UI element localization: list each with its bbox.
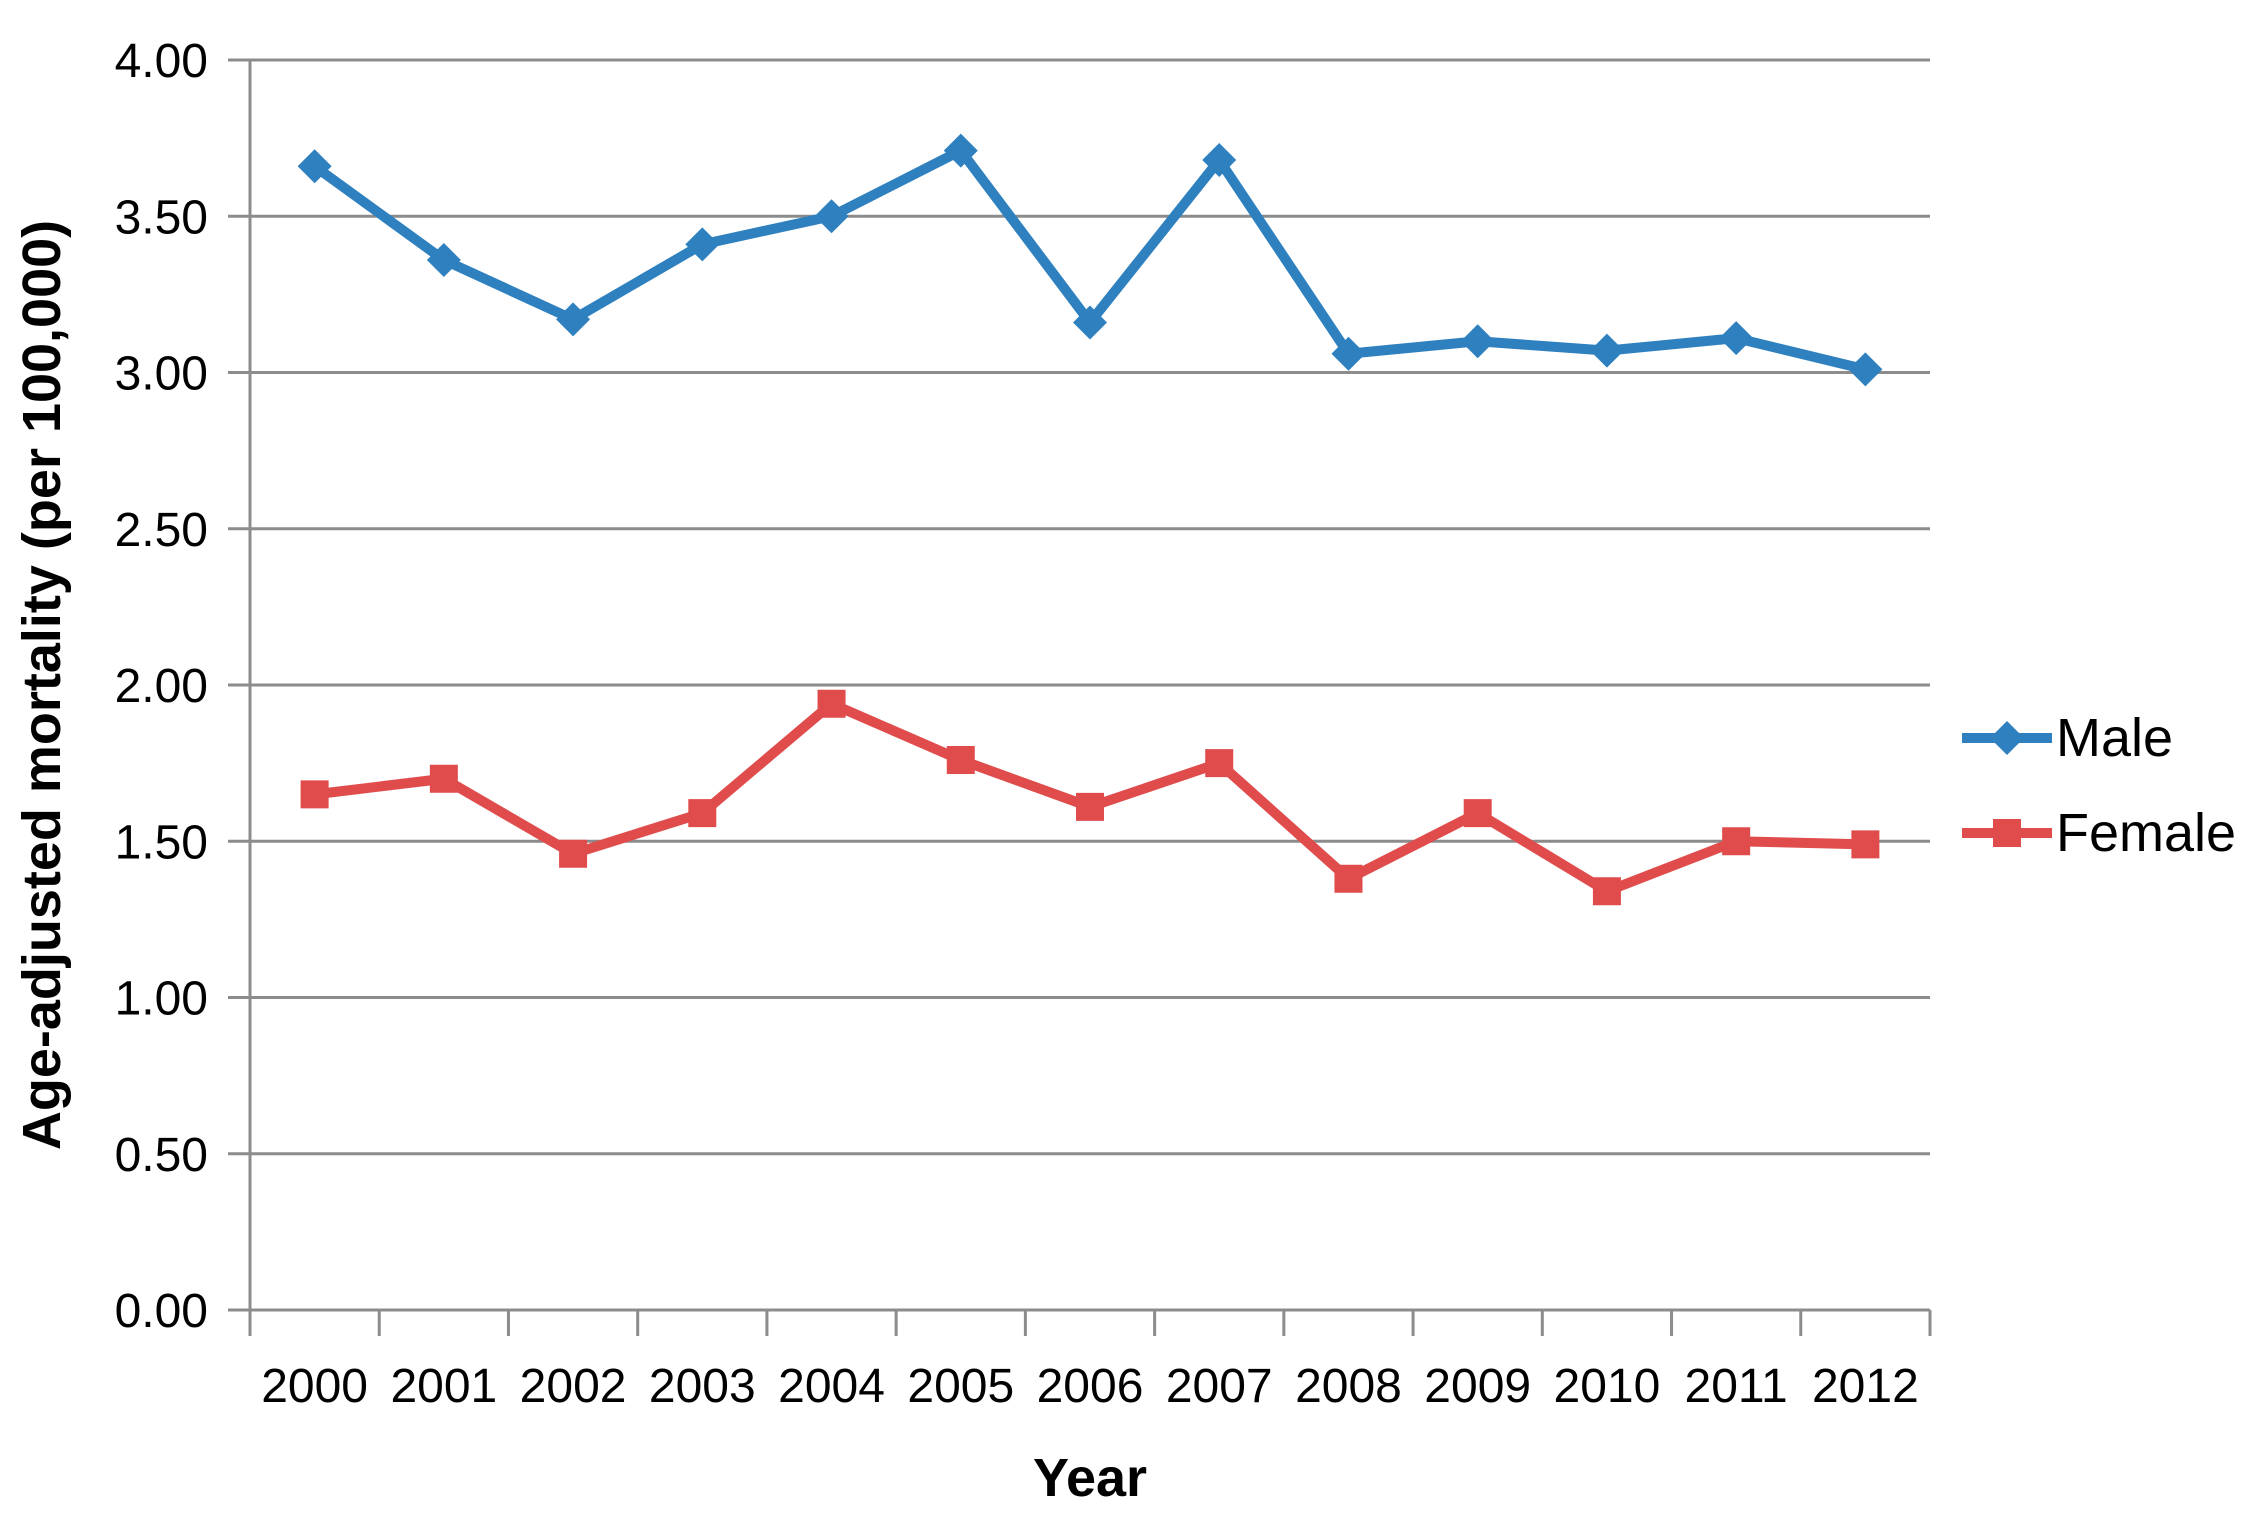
x-tick-label-2012: 2012 [1812,1360,1919,1413]
series-marker-male-2005 [943,133,978,168]
x-tick-label-2003: 2003 [649,1360,756,1413]
x-tick-label-2007: 2007 [1166,1360,1273,1413]
series-marker-male-2004 [814,199,849,234]
y-tick-label: 0.00 [115,1285,208,1338]
female-series-swatch-icon [1962,818,2052,847]
series-marker-female-2009 [1463,799,1492,828]
series-marker-male-2003 [685,227,720,262]
x-tick-label-2000: 2000 [261,1360,368,1413]
series-marker-male-2001 [426,243,461,277]
legend-label-female: Female [2056,802,2237,863]
x-axis-title: Year [1032,1448,1148,1508]
series-marker-female-2002 [559,839,588,868]
x-tick-label-2010: 2010 [1554,1360,1661,1413]
x-tick-label-2008: 2008 [1295,1360,1402,1413]
x-tick-label-2001: 2001 [390,1360,497,1413]
x-tick-label-2011: 2011 [1685,1360,1788,1413]
series-marker-male-2012 [1848,352,1883,387]
y-tick-label: 4.00 [115,35,208,88]
x-tick-label-2004: 2004 [778,1360,885,1413]
series-marker-male-2007 [1202,143,1237,177]
series-marker-female-2005 [946,746,975,774]
series-marker-female-2007 [1205,749,1234,778]
y-tick-label: 2.50 [115,504,208,557]
series-marker-male-2010 [1589,333,1624,368]
y-tick-label: 3.00 [115,348,208,401]
series-marker-female-2012 [1851,830,1880,859]
series-marker-female-2010 [1592,877,1621,906]
x-tick-label-2009: 2009 [1424,1360,1531,1413]
y-axis-title: Age-adjusted mortality (per 100,000) [12,219,72,1151]
series-marker-male-2002 [556,302,591,337]
series-marker-male-2006 [1073,305,1107,340]
x-tick-label-2005: 2005 [907,1360,1014,1413]
y-tick-label: 2.00 [115,660,208,713]
series-marker-male-2008 [1331,336,1366,371]
legend-item-male: Male [1962,690,2236,785]
series-marker-male-2011 [1719,321,1754,356]
series-marker-female-2000 [300,780,329,809]
y-tick-label: 0.50 [115,1129,208,1182]
legend-label-male: Male [2056,707,2174,768]
x-tick-label-2006: 2006 [1037,1360,1144,1413]
series-marker-female-2001 [429,764,458,793]
series-marker-female-2006 [1076,792,1104,821]
x-tick-label-2002: 2002 [520,1360,627,1413]
series-marker-female-2004 [817,689,846,718]
male-series-swatch-icon [1962,720,2052,755]
legend: Male Female [1962,690,2236,880]
series-marker-female-2003 [688,799,717,828]
series-marker-male-2000 [297,149,332,184]
series-marker-male-2009 [1460,324,1495,359]
y-tick-label: 1.00 [115,973,208,1026]
series-marker-female-2011 [1722,827,1751,856]
series-marker-female-2008 [1334,864,1363,893]
y-tick-label: 1.50 [115,816,208,869]
legend-item-female: Female [1962,785,2236,880]
y-tick-label: 3.50 [115,191,208,244]
